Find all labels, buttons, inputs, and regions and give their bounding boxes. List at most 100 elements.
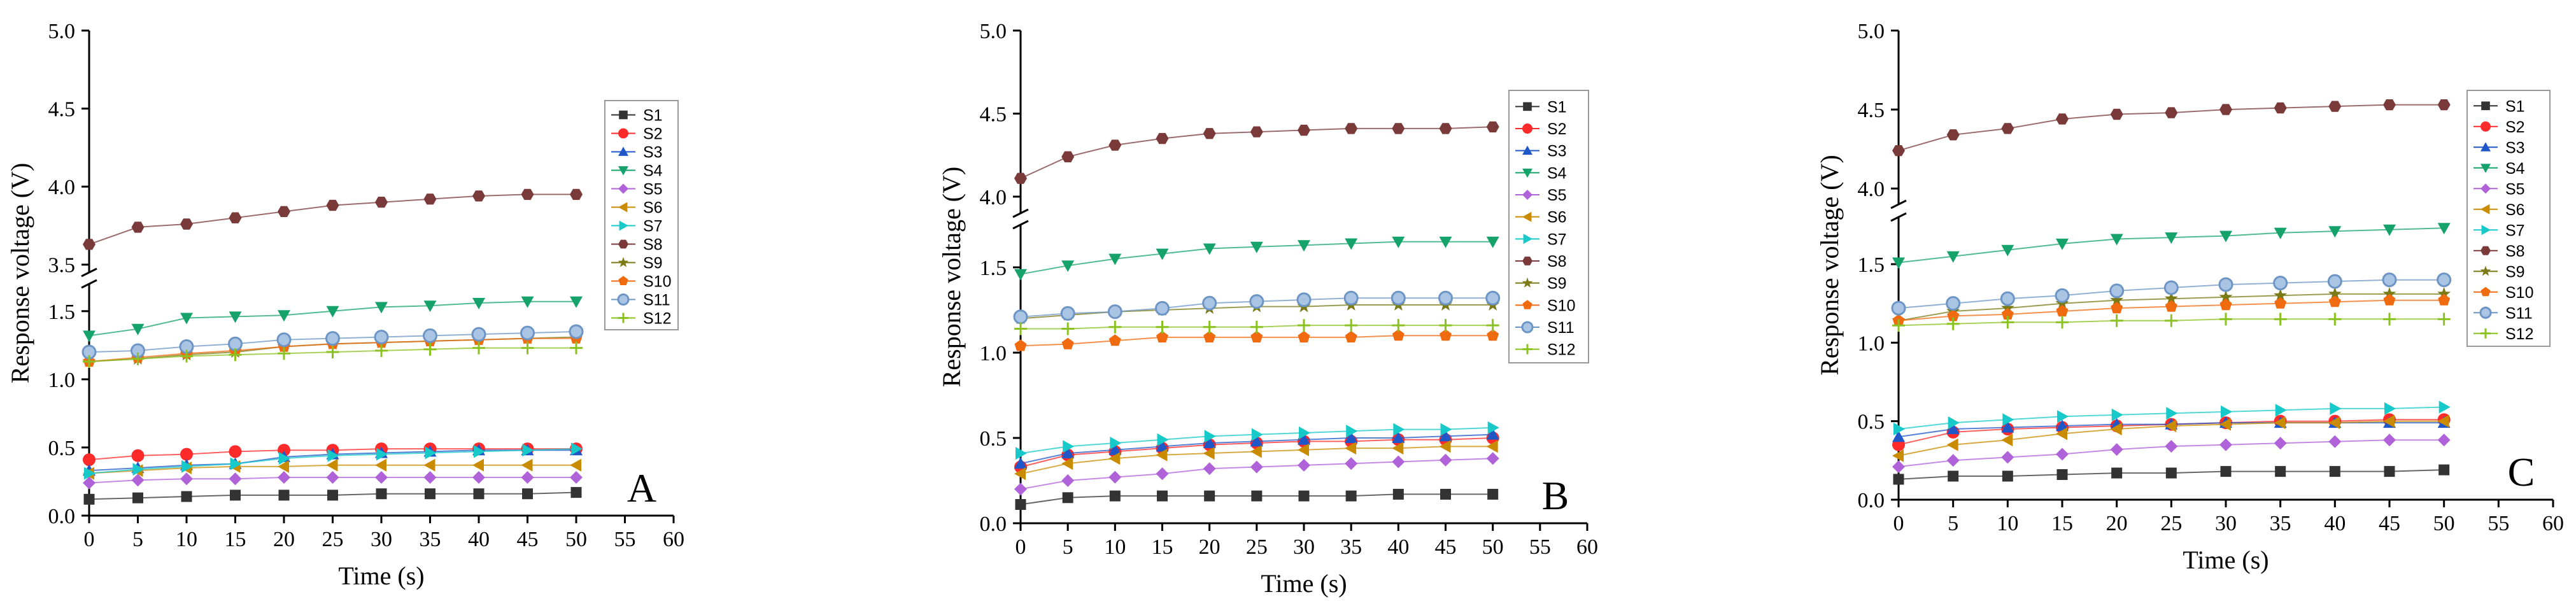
data-point-s11 xyxy=(2000,291,2015,306)
data-point-s6 xyxy=(2274,416,2286,430)
x-tick-label: 15 xyxy=(1152,535,1173,559)
data-point-s1 xyxy=(1948,470,1959,482)
data-point-s3 xyxy=(1392,432,1405,443)
x-tick-label: 25 xyxy=(1246,535,1268,559)
series-s5 xyxy=(1014,452,1499,496)
y-tick-label: 5.0 xyxy=(1858,20,1885,43)
legend-marker xyxy=(2480,246,2491,255)
data-point-s12 xyxy=(1439,319,1452,332)
data-point-s12 xyxy=(1345,319,1358,332)
data-point-s6 xyxy=(2219,418,2231,431)
x-tick-label: 0 xyxy=(1893,512,1904,535)
data-point-s6 xyxy=(472,458,484,472)
legend-marker xyxy=(2480,164,2491,173)
legend-label: S1 xyxy=(2505,97,2525,115)
data-point-s5 xyxy=(1392,455,1405,469)
data-point-s7 xyxy=(1251,428,1263,441)
data-point-s9 xyxy=(2164,292,2178,305)
data-point-s1 xyxy=(1298,490,1310,502)
legend-marker xyxy=(1522,344,1532,355)
data-point-s8 xyxy=(1250,126,1263,137)
series-s4 xyxy=(1014,236,1499,281)
data-point-s8 xyxy=(2110,108,2123,120)
x-tick-label: 0 xyxy=(1016,535,1026,559)
legend-label: S6 xyxy=(1547,209,1567,227)
y-tick-label: 0.0 xyxy=(980,512,1007,536)
data-point-s3 xyxy=(1486,428,1499,440)
data-point-s11 xyxy=(1296,292,1312,307)
data-point-s7 xyxy=(571,442,583,456)
data-point-s4 xyxy=(83,330,96,342)
legend-marker xyxy=(618,276,628,285)
data-point-s1 xyxy=(570,487,582,498)
data-point-s4 xyxy=(2165,232,2178,244)
data-point-s6 xyxy=(2110,423,2122,435)
data-point-s3 xyxy=(1061,447,1075,459)
x-tick-label: 55 xyxy=(2488,512,2509,535)
data-point-s11 xyxy=(2163,280,2179,295)
legend-marker xyxy=(1522,190,1532,200)
legend-label: S5 xyxy=(643,181,663,199)
x-tick-label: 55 xyxy=(614,528,636,551)
data-point-s7 xyxy=(1487,421,1499,434)
data-point-s5 xyxy=(1061,474,1075,487)
data-point-s8 xyxy=(570,188,583,201)
data-point-s1 xyxy=(522,488,533,500)
legend-label: S2 xyxy=(643,125,663,143)
data-point-s1 xyxy=(376,488,387,500)
legend-marker xyxy=(618,128,628,139)
data-point-s4 xyxy=(1486,236,1499,248)
data-point-s7 xyxy=(230,457,242,470)
data-point-s12 xyxy=(1014,322,1027,335)
series-s12 xyxy=(1892,313,2451,332)
legend-marker xyxy=(618,257,629,267)
axis-break-mark xyxy=(81,279,97,289)
data-point-s4 xyxy=(1298,240,1310,252)
data-point-s7 xyxy=(132,463,145,476)
data-point-s7 xyxy=(1063,440,1075,453)
data-point-s8 xyxy=(2437,99,2451,111)
data-point-s1 xyxy=(1062,492,1073,504)
data-point-s8 xyxy=(2001,123,2014,134)
x-tick-label: 45 xyxy=(2379,512,2400,535)
data-point-s10 xyxy=(2438,293,2451,306)
x-tick-label: 50 xyxy=(565,528,587,551)
legend-label: S9 xyxy=(643,255,663,272)
data-point-s4 xyxy=(2001,244,2014,257)
data-point-s6 xyxy=(570,458,581,472)
data-point-s1 xyxy=(2438,464,2450,476)
data-point-s1 xyxy=(1109,490,1121,502)
data-point-s6 xyxy=(1892,449,1904,462)
data-point-s8 xyxy=(1392,123,1405,134)
legend-label: S1 xyxy=(1547,98,1567,116)
data-point-s5 xyxy=(1250,460,1263,474)
x-tick-label: 45 xyxy=(1435,535,1457,559)
series-s1 xyxy=(1015,488,1499,511)
data-point-s7 xyxy=(279,452,290,465)
data-point-s6 xyxy=(1014,467,1026,481)
data-point-s12 xyxy=(1892,319,1905,332)
data-point-s7 xyxy=(425,446,437,460)
data-point-s6 xyxy=(326,458,338,472)
legend-label: S7 xyxy=(1547,230,1567,248)
data-point-s11 xyxy=(2218,277,2233,292)
data-point-s1 xyxy=(278,490,290,501)
legend-marker xyxy=(618,183,628,194)
data-point-s6 xyxy=(278,460,289,473)
x-tick-label: 60 xyxy=(2542,512,2564,535)
data-point-s4 xyxy=(2056,238,2069,250)
data-point-s10 xyxy=(1203,330,1216,342)
data-point-s11 xyxy=(1155,300,1170,316)
data-point-s9 xyxy=(2219,290,2233,303)
data-point-s7 xyxy=(2221,405,2232,418)
legend-label: S10 xyxy=(1547,297,1575,314)
data-point-s10 xyxy=(2001,307,2014,320)
data-point-s10 xyxy=(1440,329,1452,341)
data-point-s3 xyxy=(1892,430,1905,442)
data-point-s11 xyxy=(276,332,292,348)
data-point-s10 xyxy=(2165,300,2177,312)
panel-label: A xyxy=(627,465,656,511)
data-point-s8 xyxy=(1298,124,1310,136)
